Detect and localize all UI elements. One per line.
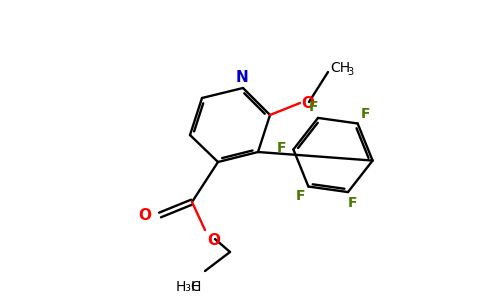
Text: F: F bbox=[348, 196, 357, 210]
Text: 3: 3 bbox=[347, 67, 353, 77]
Text: F: F bbox=[309, 100, 318, 114]
Text: H₃C: H₃C bbox=[175, 280, 201, 294]
Text: F: F bbox=[296, 189, 306, 203]
Text: N: N bbox=[236, 70, 248, 85]
Text: O: O bbox=[138, 208, 151, 224]
Text: O: O bbox=[207, 233, 220, 248]
Text: H: H bbox=[191, 280, 201, 294]
Text: F: F bbox=[360, 107, 370, 121]
Text: O: O bbox=[301, 97, 314, 112]
Text: CH: CH bbox=[330, 61, 350, 75]
Text: F: F bbox=[277, 141, 286, 155]
